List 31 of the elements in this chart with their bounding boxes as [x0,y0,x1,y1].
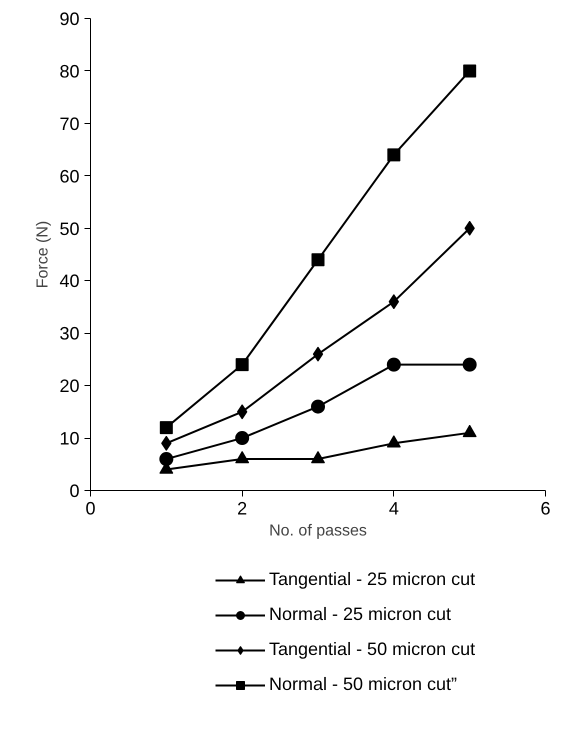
x-tick-label: 2 [237,498,248,518]
point [235,431,250,446]
point [463,64,476,78]
point [386,358,401,372]
point [311,400,325,414]
x-tick-label: 6 [540,498,551,518]
point [462,358,477,372]
y-tick-label: 70 [59,114,80,134]
x-axis-title: No. of passes [269,522,367,540]
y-tick-label: 0 [69,481,80,501]
legend-label: Normal - 25 micron cut [269,604,452,625]
y-tick-label: 80 [59,61,80,82]
y-tick-label: 30 [59,324,80,344]
y-tick-label: 40 [59,271,80,292]
legend-label: Tangential - 25 micron cut [269,569,476,590]
y-axis-title: Force (N) [34,220,52,288]
point [312,253,324,266]
point [160,421,173,434]
legend-label: Normal - 50 micron cut” [269,674,458,695]
y-tick-label: 50 [59,218,80,239]
point [236,358,249,372]
legend-label: Tangential - 50 micron cut [269,639,476,660]
point [159,452,174,466]
y-tick-label: 60 [59,166,80,186]
point [387,148,400,162]
y-tick-label: 90 [59,9,80,29]
point [312,346,324,362]
x-tick-label: 4 [388,498,399,518]
y-tick-label: 20 [59,376,80,396]
x-tick-label: 0 [85,498,96,518]
y-tick-label: 10 [59,428,80,449]
